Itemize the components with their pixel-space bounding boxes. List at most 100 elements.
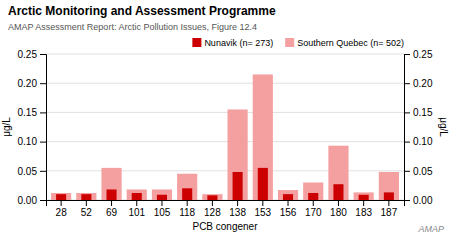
x-axis-title: PCB congener <box>192 221 258 232</box>
y2-tick: 0.00 <box>404 195 433 206</box>
y2-tick-label: 0.25 <box>413 49 433 60</box>
y-tick: 0.25 <box>18 49 46 60</box>
x-tick-label: 118 <box>179 207 195 218</box>
x-tick: 170 <box>305 200 322 218</box>
y2-tick-label: 0.20 <box>413 78 433 89</box>
x-tick-mark <box>61 200 62 206</box>
bar <box>107 189 117 200</box>
x-tick-label: 187 <box>381 207 398 218</box>
bar <box>132 193 142 200</box>
bar <box>202 194 222 200</box>
bar <box>283 194 293 200</box>
bar <box>182 188 192 200</box>
x-tick-label: 138 <box>229 207 246 218</box>
y-tick-label: 0.10 <box>18 136 38 147</box>
x-tick-mark <box>187 200 188 206</box>
bar <box>359 195 369 200</box>
y-tick-mark <box>40 171 46 172</box>
y2-tick-mark <box>404 200 410 201</box>
x-tick: 105 <box>154 200 171 218</box>
title: Arctic Monitoring and Assessment Program… <box>8 4 276 18</box>
x-tick: 69 <box>106 200 118 218</box>
legend-label: Southern Quebec (n= 502) <box>297 38 404 48</box>
y2-tick-label: 0.15 <box>413 107 433 118</box>
y-tick-label: 0.15 <box>18 107 38 118</box>
x-tick: 28 <box>56 200 68 218</box>
x-tick-mark <box>237 200 238 206</box>
bar <box>328 146 348 200</box>
y-tick: 0.10 <box>18 136 46 147</box>
bar <box>384 192 394 200</box>
y2-axis-line <box>405 55 411 201</box>
y-tick-label: 0.25 <box>18 49 38 60</box>
grid <box>46 54 404 200</box>
bar <box>177 174 197 200</box>
bar <box>101 168 121 200</box>
x-tick-label: 156 <box>280 207 297 218</box>
x-tick-label: 52 <box>81 207 93 218</box>
y-tick-mark <box>40 54 46 55</box>
y2-tick-mark <box>404 142 410 143</box>
x-tick-mark <box>161 200 162 206</box>
grid-line <box>46 112 404 113</box>
x-tick: 187 <box>381 200 398 218</box>
bar <box>228 109 248 200</box>
y2-tick-mark <box>404 54 410 55</box>
y-axis: 0.00 0.05 0.10 0.15 0.20 0.25 <box>18 49 47 206</box>
x-tick-mark <box>363 200 364 206</box>
bar <box>333 184 343 200</box>
x-tick: 180 <box>330 200 347 218</box>
chart: Arctic Monitoring and Assessment Program… <box>0 0 450 236</box>
bar <box>56 194 66 200</box>
x-tick-label: 128 <box>204 207 221 218</box>
y-tick-label: 0.20 <box>18 78 38 89</box>
x-tick: 128 <box>204 200 221 218</box>
y2-tick-mark <box>404 83 410 84</box>
y2-tick: 0.20 <box>404 78 433 89</box>
x-tick: 52 <box>81 200 93 218</box>
x-tick: 138 <box>229 200 246 218</box>
legend-label: Nunavik (n= 273) <box>204 38 273 48</box>
x-axis-line <box>47 201 405 207</box>
bar <box>258 168 268 200</box>
y2-tick-mark <box>404 171 410 172</box>
y-tick-label: 0.00 <box>18 195 38 206</box>
bar <box>51 193 71 200</box>
y2-axis: 0.000.050.100.150.200.25 <box>404 49 433 206</box>
x-axis: 28 52 69 101 105 118 128 138 153 156 170 180 183 187 <box>47 200 405 218</box>
y2-tick-mark <box>404 112 410 113</box>
grid-line <box>46 170 404 171</box>
x-tick: 183 <box>355 200 372 218</box>
bar <box>354 192 374 200</box>
x-tick-label: 69 <box>106 207 118 218</box>
x-tick: 156 <box>280 200 297 218</box>
grid-line <box>46 54 404 55</box>
bar <box>278 190 298 200</box>
grid-line <box>46 141 404 142</box>
x-tick-label: 183 <box>355 207 372 218</box>
legend: Nunavik (n= 273) Southern Quebec (n= 502) <box>192 38 404 48</box>
bar <box>207 195 217 200</box>
bar <box>152 189 172 200</box>
y2-tick: 0.05 <box>404 166 433 177</box>
y-tick-label: 0.05 <box>18 166 38 177</box>
legend-item: Nunavik (n= 273) <box>192 38 273 48</box>
bar <box>379 172 399 200</box>
y2-tick-label: 0.00 <box>413 195 433 206</box>
x-tick: 101 <box>128 200 145 218</box>
x-tick-mark <box>212 200 213 206</box>
x-tick-label: 180 <box>330 207 347 218</box>
legend-item: Southern Quebec (n= 502) <box>285 38 404 48</box>
legend-swatch <box>192 38 201 47</box>
y-tick: 0.15 <box>18 107 46 118</box>
bar <box>253 74 273 200</box>
x-tick: 153 <box>254 200 271 218</box>
bars <box>51 74 399 200</box>
legend-swatch <box>285 38 294 47</box>
y2-tick: 0.25 <box>404 49 433 60</box>
x-tick-mark <box>338 200 339 206</box>
y-tick: 0.20 <box>18 78 46 89</box>
x-tick-mark <box>86 200 87 206</box>
x-tick-mark <box>111 200 112 206</box>
series <box>51 74 399 200</box>
